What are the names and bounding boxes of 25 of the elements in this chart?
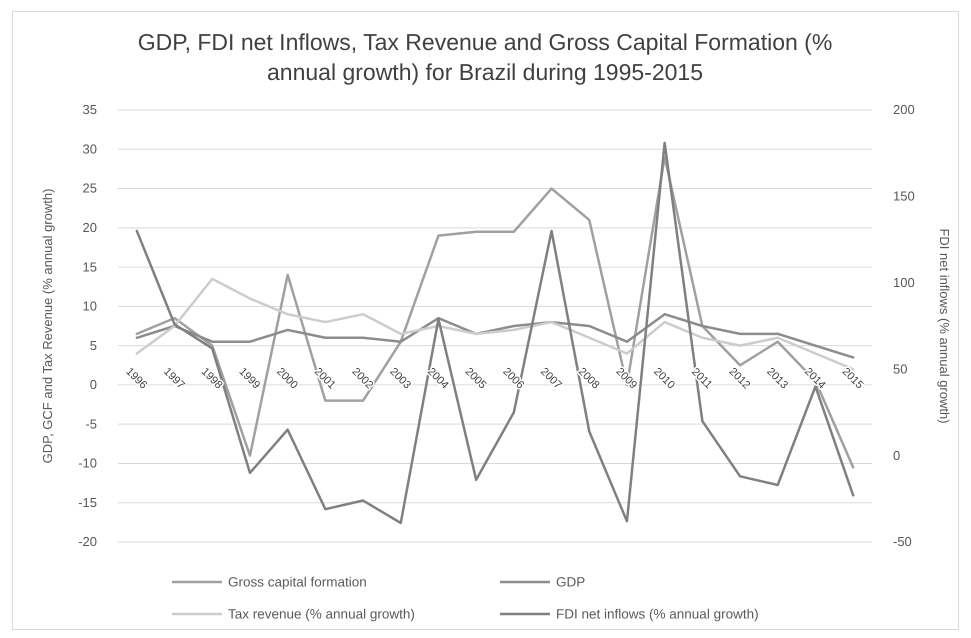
y-tick-label: 5 — [90, 338, 97, 353]
y-tick-label: 35 — [82, 102, 97, 118]
y2-axis-title: FDI net inflows (% annual growth) — [937, 228, 952, 424]
y2-tick-label: 50 — [893, 361, 908, 376]
y2-tick-label: 100 — [893, 274, 915, 290]
y-tick-label: 30 — [82, 141, 97, 156]
y-tick-label: 20 — [82, 220, 97, 235]
y-axis-title: GDP, GCF and Tax Revenue (% annual growth) — [40, 188, 55, 464]
legend-label: FDI net inflows (% annual growth) — [556, 606, 759, 622]
y-tick-label: 25 — [82, 180, 97, 196]
y-tick-label: 0 — [90, 377, 97, 392]
y-tick-label: -20 — [78, 534, 97, 550]
y2-tick-label: -50 — [893, 534, 912, 550]
legend-label: Gross capital formation — [228, 574, 367, 590]
y-tick-label: 15 — [82, 259, 97, 274]
legend-label: GDP — [556, 574, 586, 590]
y2-tick-label: 200 — [893, 102, 915, 118]
y-tick-label: -10 — [78, 456, 97, 471]
y-tick-label: -15 — [78, 494, 97, 510]
chart-title: GDP, FDI net Inflows, Tax Revenue and Gross Capital Formation (% annual growth) for Brazil during 1995-2015 — [138, 29, 832, 85]
legend-label: Tax revenue (% annual growth) — [228, 606, 415, 622]
y-tick-label: -5 — [85, 416, 97, 432]
y-tick-label: 10 — [82, 298, 97, 314]
y2-tick-label: 150 — [893, 188, 915, 204]
y2-tick-label: 0 — [893, 448, 900, 463]
